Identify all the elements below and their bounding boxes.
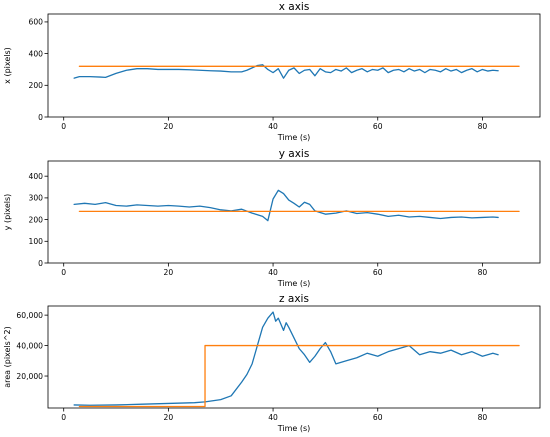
x-axis-y-axis-label: x (pixels) bbox=[3, 47, 12, 84]
x-axis-x-tick-label: 20 bbox=[164, 122, 174, 131]
x-axis-y-tick-label: 0 bbox=[38, 113, 43, 122]
y-axis-x-tick-label: 60 bbox=[373, 268, 383, 277]
x-axis-x-tick-label: 0 bbox=[61, 122, 66, 131]
y-axis-y-tick-label: 0 bbox=[38, 259, 43, 268]
y-axis-panel: y axis 0 20 40 60 80 0 100 200 300 400 Time (s) y (p… bbox=[3, 148, 541, 288]
z-axis-x-tick-label: 40 bbox=[268, 413, 278, 422]
x-axis-measured-series-line bbox=[73, 64, 499, 79]
y-axis-x-axis-label: Time (s) bbox=[277, 279, 311, 288]
y-axis-plot-frame bbox=[47, 160, 541, 264]
x-axis-y-tick-label: 200 bbox=[29, 81, 44, 90]
y-axis-x-tick-label: 40 bbox=[268, 268, 278, 277]
y-axis-y-tick-label: 300 bbox=[29, 194, 44, 203]
z-axis-y-tick-label: 60,000 bbox=[16, 311, 43, 320]
x-axis-x-tick-label: 40 bbox=[268, 122, 278, 131]
x-axis-x-tick-label: 80 bbox=[478, 122, 488, 131]
y-axis-chart-title: y axis bbox=[279, 148, 310, 160]
z-axis-chart-title: z axis bbox=[279, 293, 309, 305]
z-axis-x-tick-label: 80 bbox=[478, 413, 488, 422]
z-axis-y-tick-label: 40,000 bbox=[16, 341, 43, 350]
y-axis-y-tick-label: 100 bbox=[29, 237, 44, 246]
z-axis-x-tick-label: 20 bbox=[164, 413, 174, 422]
y-axis-y-tick-label: 400 bbox=[29, 172, 44, 181]
z-axis-x-axis-label: Time (s) bbox=[277, 424, 311, 433]
y-axis-measured-series-line bbox=[73, 189, 499, 222]
x-axis-panel: x axis 0 20 40 60 80 0 200 400 600 Time (s) x (pixe… bbox=[3, 1, 541, 142]
x-axis-chart-title: x axis bbox=[279, 1, 310, 13]
y-axis-y-tick-label: 200 bbox=[29, 215, 44, 224]
y-axis-x-tick-label: 80 bbox=[478, 268, 488, 277]
y-axis-x-tick-label: 0 bbox=[61, 268, 66, 277]
z-axis-target-series-line bbox=[78, 344, 520, 408]
z-axis-y-tick-label: 20,000 bbox=[16, 372, 43, 381]
z-axis-y-axis-label: area (pixels^2) bbox=[3, 326, 12, 388]
x-axis-x-tick-label: 60 bbox=[373, 122, 383, 131]
x-axis-y-tick-label: 600 bbox=[29, 18, 44, 27]
x-axis-x-axis-label: Time (s) bbox=[277, 133, 311, 142]
x-axis-plot-frame bbox=[47, 13, 541, 118]
y-axis-x-tick-label: 20 bbox=[164, 268, 174, 277]
y-axis-y-axis-label: y (pixels) bbox=[3, 194, 12, 231]
z-axis-x-tick-label: 60 bbox=[373, 413, 383, 422]
z-axis-plot-frame bbox=[47, 305, 541, 409]
z-axis-panel: z axis 0 20 40 60 80 20,000 40,000 60,000 Time (s… bbox=[3, 293, 541, 433]
z-axis-measured-series-line bbox=[73, 311, 499, 406]
x-axis-y-tick-label: 400 bbox=[29, 49, 44, 58]
z-axis-x-tick-label: 0 bbox=[61, 413, 66, 422]
